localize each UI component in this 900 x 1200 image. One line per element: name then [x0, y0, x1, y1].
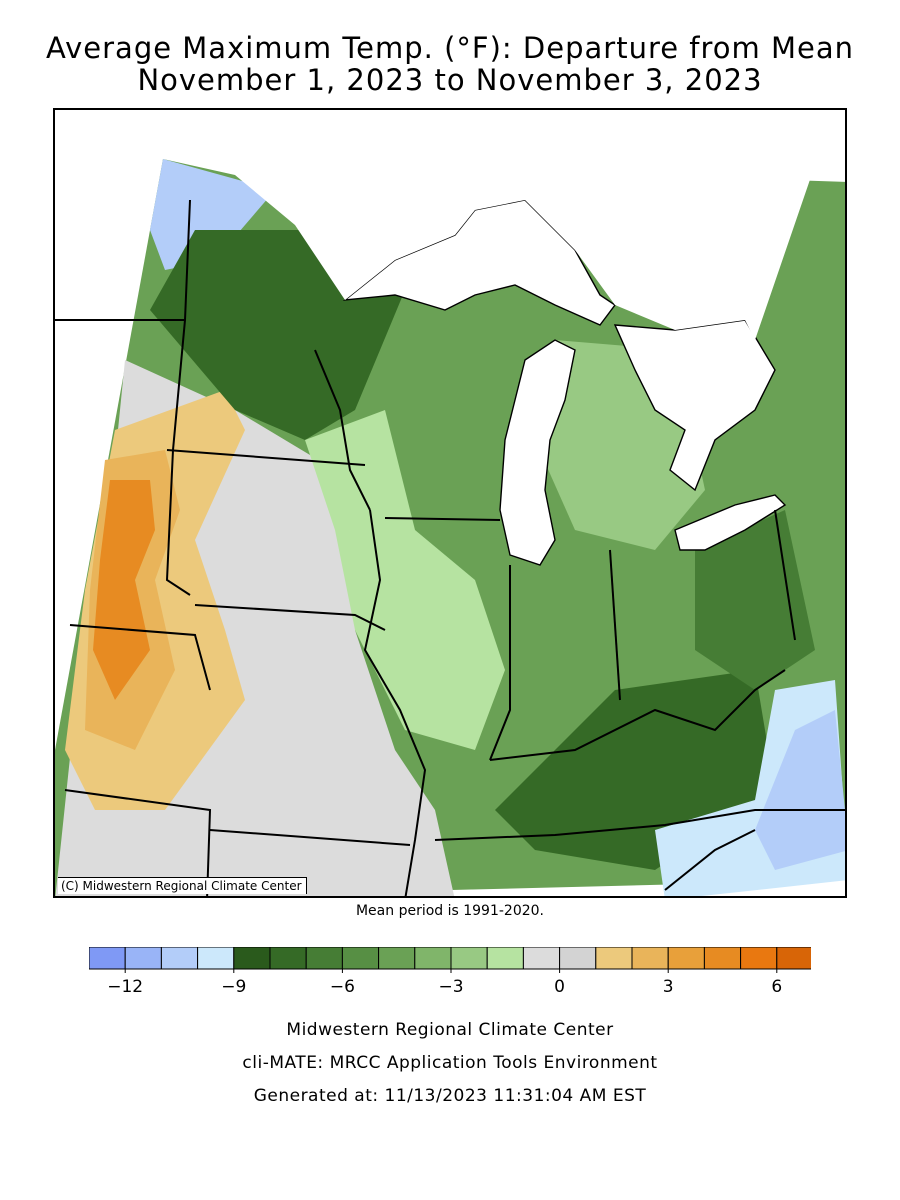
- legend-bin: [740, 947, 778, 970]
- legend-bin: [305, 947, 343, 970]
- legend-bin: [486, 947, 524, 970]
- legend-bin: [341, 947, 380, 970]
- footer-organization: Midwestern Regional Climate Center: [286, 1020, 614, 1040]
- legend-bin: [776, 947, 811, 970]
- legend-tick-label: −9: [221, 977, 246, 997]
- west-hot-core: [93, 480, 155, 700]
- legend-tick-label: 0: [554, 977, 565, 997]
- in-oh-border: [609, 549, 621, 701]
- ks-mo-border: [209, 829, 411, 846]
- lake-erie: [674, 494, 787, 551]
- legend-bin: [522, 947, 561, 970]
- mn-ia-border: [166, 449, 366, 466]
- footer-application: cli-MATE: MRCC Application Tools Environ…: [242, 1053, 658, 1073]
- legend-bin: [160, 947, 199, 970]
- oh-pa-border: [774, 509, 796, 641]
- il-in-border: [489, 565, 511, 761]
- departure-map: [55, 110, 845, 896]
- sd-ne-border: [69, 624, 211, 691]
- map-date-range: November 1, 2023 to November 3, 2023: [137, 63, 763, 97]
- ia-mo-border: [194, 604, 386, 631]
- legend-bin: [667, 947, 705, 970]
- legend-bin: [559, 947, 597, 970]
- legend-tick-labels: −12 −9 −6 −3 0 3 6: [107, 969, 782, 997]
- footer-generated-time: Generated at: 11/13/2023 11:31:04 AM EST: [253, 1086, 647, 1106]
- ne-ks-border: [64, 789, 212, 896]
- appalachian-cooler-core: [755, 710, 845, 870]
- legend-bin: [631, 947, 669, 970]
- ohio-river: [489, 669, 786, 761]
- legend-bin: [269, 947, 307, 970]
- legend-tick-label: −12: [107, 977, 143, 997]
- lake-michigan: [499, 339, 576, 566]
- map-title: Average Maximum Temp. (°F): Departure fr…: [45, 31, 855, 65]
- canada-unshaded: [163, 110, 845, 340]
- tn-nc-border: [664, 829, 756, 891]
- central-light-green-region: [305, 410, 505, 750]
- legend-bin: [233, 947, 271, 970]
- legend-tick-label: 3: [663, 977, 674, 997]
- legend-bin: [450, 947, 488, 970]
- wi-il-border: [384, 517, 501, 521]
- legend-tick-label: −3: [438, 977, 463, 997]
- lake-huron: [613, 319, 776, 492]
- mean-period-note: Mean period is 1991-2020.: [355, 903, 545, 919]
- legend-bin: [197, 947, 235, 970]
- legend-bin: [378, 947, 416, 970]
- map-panel: (C) Midwestern Regional Climate Center: [53, 108, 847, 898]
- legend-tick-label: 6: [771, 977, 782, 997]
- legend-tick-label: −6: [330, 977, 355, 997]
- il-mo-river: [363, 509, 427, 896]
- legend-bin: [89, 947, 126, 970]
- legend-bin: [595, 947, 633, 970]
- legend-bins: [89, 947, 811, 970]
- legend-bin: [703, 947, 742, 970]
- map-credit: (C) Midwestern Regional Climate Center: [58, 877, 307, 894]
- legend-bin: [124, 947, 162, 970]
- legend-bin: [414, 947, 452, 970]
- color-legend: −12 −9 −6 −3 0 3 6: [89, 947, 811, 997]
- ky-tn-border: [434, 809, 845, 841]
- ohio-dark-green-region: [695, 510, 815, 690]
- state-boundaries: [55, 199, 845, 896]
- mn-wi-river: [314, 349, 371, 511]
- northwest-cool-region: [150, 159, 275, 270]
